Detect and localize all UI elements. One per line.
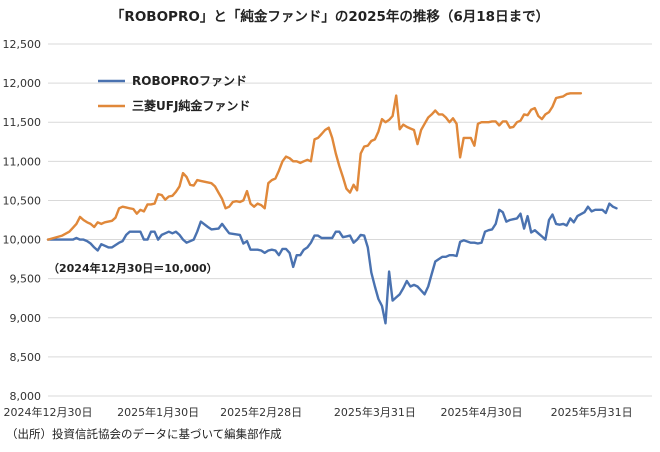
legend: ROBOPROファンド 三菱UFJ純金ファンド: [98, 74, 250, 113]
x-tick-label: 2025年2月28日: [220, 405, 302, 419]
x-tick-label: 2024年12月30日: [4, 405, 93, 419]
y-axis: 8,000 8,500 9,000 9,500 10,000 10,500 11,000 11…: [3, 38, 42, 403]
chart-title: 「ROBOPRO」と「純金ファンド」の2025年の推移（6月18日まで）: [111, 8, 549, 25]
y-tick-label: 9,000: [10, 312, 42, 325]
y-tick-label: 9,500: [10, 273, 42, 286]
source-note: （出所）投資信託協会のデータに基づいて編集部作成: [6, 427, 282, 441]
y-tick-label: 12,500: [3, 38, 42, 51]
x-tick-label: 2025年3月31日: [334, 405, 416, 419]
y-tick-label: 11,000: [3, 155, 42, 168]
y-tick-label: 8,000: [10, 390, 42, 403]
gridlines: [48, 43, 652, 397]
series-line-1: [46, 92, 583, 241]
series-lines: [46, 92, 618, 325]
y-tick-label: 10,000: [3, 234, 42, 247]
x-axis: 2024年12月30日 2025年1月30日 2025年2月28日 2025年3月31…: [4, 405, 633, 419]
x-tick-label: 2025年1月30日: [117, 405, 199, 419]
y-tick-label: 10,500: [3, 194, 42, 207]
y-tick-label: 8,500: [10, 351, 42, 364]
x-tick-label: 2025年4月30日: [440, 405, 522, 419]
y-tick-label: 11,500: [3, 116, 42, 129]
legend-label-gold-fund: 三菱UFJ純金ファンド: [132, 98, 250, 113]
x-tick-label: 2025年5月31日: [551, 405, 633, 419]
y-tick-label: 12,000: [3, 77, 42, 90]
legend-label-robopro: ROBOPROファンド: [132, 74, 247, 88]
base-annotation: （2024年12月30日＝10,000）: [48, 261, 218, 275]
series-line-0: [46, 202, 618, 325]
